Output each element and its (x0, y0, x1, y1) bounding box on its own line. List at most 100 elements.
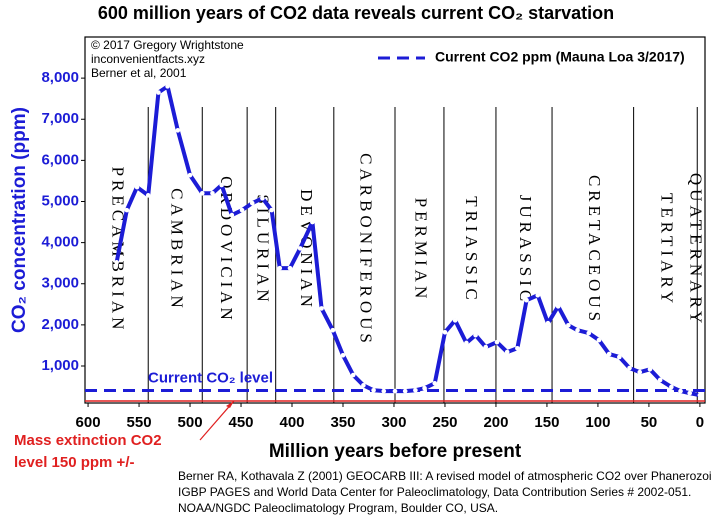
x-tick-label: 500 (178, 414, 203, 431)
data-point (145, 193, 151, 198)
data-point (535, 292, 541, 298)
data-point (596, 337, 602, 343)
data-point (687, 390, 693, 396)
annotation: level 150 ppm +/- (14, 454, 134, 471)
x-tick-label: 350 (330, 414, 355, 431)
data-point (413, 387, 418, 393)
data-point (319, 306, 324, 311)
x-axis-label: Million years before present (269, 441, 522, 462)
y-tick-label: 5,000 (41, 192, 79, 209)
data-point (647, 366, 653, 372)
data-point (524, 297, 529, 303)
annotation-arrowhead (226, 400, 234, 408)
data-point (606, 351, 612, 357)
x-tick-label: 50 (641, 414, 658, 431)
data-point (515, 346, 520, 351)
data-point (340, 352, 346, 358)
data-point (657, 377, 663, 383)
data-point (187, 172, 193, 178)
data-point (464, 340, 469, 346)
chart-title: 600 million years of CO2 data reveals cu… (98, 3, 614, 23)
period-label: JURASSIC (516, 195, 535, 305)
credit: © 2017 Gregory Wrightstone (91, 38, 244, 52)
y-tick-label: 8,000 (41, 69, 79, 86)
data-point (504, 349, 510, 355)
annotation: Current CO₂ level (148, 369, 273, 386)
data-point (260, 195, 265, 201)
x-tick-label: 400 (279, 414, 304, 431)
x-tick-label: 250 (432, 414, 457, 431)
data-point (269, 207, 274, 213)
data-point (210, 190, 215, 196)
data-point (483, 344, 489, 350)
period-label: CARBONIFEROUS (357, 153, 376, 347)
data-point (124, 207, 130, 213)
data-point (697, 392, 703, 398)
y-tick-label: 2,000 (41, 316, 79, 333)
credit: Berner et al, 2001 (91, 66, 187, 80)
y-tick-label: 3,000 (41, 275, 79, 292)
data-line (114, 84, 701, 398)
data-point (669, 384, 674, 390)
data-point (287, 265, 293, 271)
data-point (392, 388, 398, 394)
data-point (249, 200, 255, 206)
data-point (277, 265, 283, 271)
data-point (156, 90, 161, 95)
y-tick-label: 4,000 (41, 234, 79, 251)
source-note: NOAA/NGDC Paleoclimatology Program, Boul… (178, 501, 498, 515)
x-tick-label: 100 (585, 414, 610, 431)
data-point (350, 372, 356, 378)
data-point (114, 260, 119, 265)
y-tick-label: 7,000 (41, 110, 79, 127)
data-point (494, 339, 500, 345)
x-tick-label: 600 (76, 414, 101, 431)
data-point (229, 212, 235, 218)
source-note: IGBP PAGES and World Data Center for Pal… (178, 485, 691, 499)
y-tick-label: 6,000 (41, 151, 79, 168)
y-axis-label: CO₂ concentration (ppm) (9, 107, 30, 333)
period-label: TERTIARY (658, 193, 677, 307)
data-point (381, 388, 387, 394)
x-tick-label: 450 (229, 414, 254, 431)
data-point (402, 388, 408, 394)
x-tick-label: 150 (534, 414, 559, 431)
period-label: QUATERNARY (687, 173, 706, 327)
period-label: PERMIAN (412, 198, 431, 303)
data-point (361, 383, 366, 388)
source-note: Berner RA, Kothavala Z (2001) GEOCARB II… (178, 469, 712, 483)
data-point (566, 322, 571, 328)
data-point (617, 354, 622, 360)
x-tick-label: 300 (381, 414, 406, 431)
data-point (219, 182, 224, 188)
x-tick-label: 550 (127, 414, 152, 431)
data-point (627, 365, 632, 371)
annotation-arrow (199, 400, 235, 441)
data-point (175, 128, 181, 133)
period-label: DEVONIAN (297, 189, 316, 311)
data-point (422, 385, 427, 391)
data-point (637, 369, 643, 375)
annotation: Mass extinction CO2 (14, 432, 162, 449)
data-point (678, 388, 683, 394)
period-label: SILURIAN (254, 194, 273, 305)
data-point (371, 387, 376, 393)
data-point (555, 304, 561, 309)
data-point (330, 327, 336, 333)
data-point (575, 327, 580, 333)
data-point (545, 320, 551, 326)
y-tick-label: 1,000 (41, 357, 79, 374)
data-point (473, 332, 478, 338)
x-tick-label: 200 (483, 414, 508, 431)
period-label: CRETACEOUS (585, 175, 604, 325)
data-point (452, 318, 458, 323)
period-label: CAMBRIAN (167, 188, 186, 312)
data-point (134, 184, 140, 190)
data-point (586, 330, 592, 336)
credit: inconvenientfacts.xyz (91, 52, 205, 66)
data-point (432, 380, 438, 386)
period-label: TRIASSIC (462, 196, 481, 304)
data-point (442, 329, 448, 335)
data-point (165, 84, 170, 89)
